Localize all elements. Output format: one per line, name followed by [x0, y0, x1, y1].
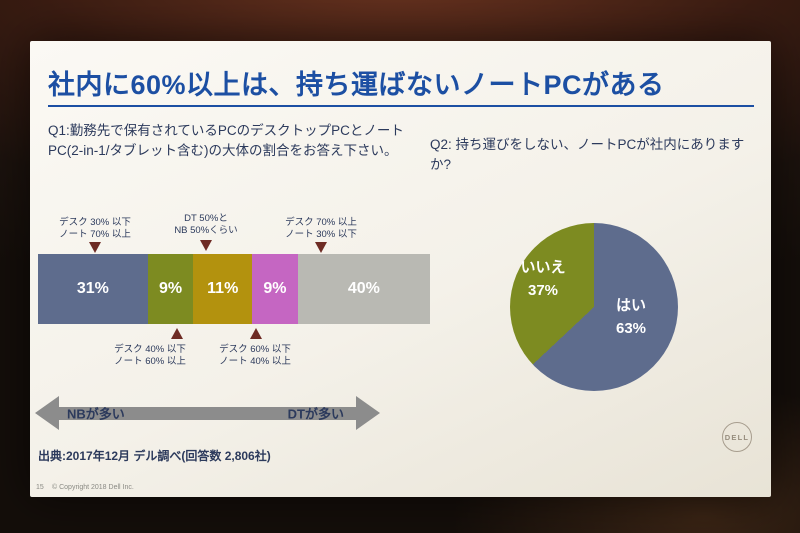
arrow-up-icon [250, 328, 262, 339]
pie-label-text: いいえ [520, 259, 566, 276]
arrow-down-icon [89, 242, 101, 253]
arrow-left-icon [35, 396, 59, 430]
copyright-text: © Copyright 2018 Dell Inc. [52, 484, 134, 491]
axis-shaft [59, 406, 356, 420]
pie-label-yes: はい 63% [592, 294, 670, 341]
annotation-line: ノート 70% 以上 [59, 229, 131, 241]
slide: 社内に60%以上は、持ち運ばないノートPCがある Q1:勤務先で保有されているP… [30, 41, 771, 497]
arrow-down-icon [200, 240, 212, 251]
annotation-line: DT 50%と [184, 213, 228, 224]
dell-logo-text: DELL [724, 432, 750, 442]
stacked-bar-chart: 31% 9% 11% 9% 40% [38, 254, 430, 324]
annotation-line: デスク 70% 以上 [285, 217, 357, 228]
arrow-down-icon [315, 242, 327, 253]
arrow-up-icon [171, 328, 183, 339]
annotation-line: ノート 30% 以下 [285, 229, 357, 241]
annotation-line: デスク 30% 以下 [59, 217, 131, 228]
bar-segment-desk60: 9% [252, 254, 298, 324]
bar-segment-desk30: 31% [38, 254, 148, 324]
pie-label-no: いいえ 37% [504, 256, 582, 303]
question-2: Q2: 持ち運びをしない、ノートPCが社内にありますか? [430, 137, 745, 172]
slide-title: 社内に60%以上は、持ち運ばないノートPCがある [48, 70, 665, 100]
bar-segment-dt50: 11% [193, 254, 253, 324]
title-underline [48, 105, 754, 107]
bar-segment-desk40: 9% [147, 254, 194, 324]
page-number: 15 [36, 484, 44, 491]
bar-annotation-top-left: デスク 30% 以下 ノート 70% 以上 [39, 217, 151, 242]
question-1: Q1:勤務先で保有されているPCのデスクトップPCとノートPC(2-in-1/タ… [48, 123, 404, 158]
arrow-right-icon [356, 396, 380, 430]
bar-segment-desk70: 40% [297, 254, 430, 324]
pie-label-value: 63% [615, 320, 647, 338]
pie-chart [510, 223, 678, 391]
bar-annotation-bottom-left: デスク 40% 以下 ノート 60% 以上 [94, 344, 206, 369]
annotation-line: ノート 40% 以上 [219, 356, 291, 368]
bar-annotation-top-middle: DT 50%と NB 50%くらい [150, 213, 262, 238]
annotation-line: ノート 60% 以上 [114, 356, 186, 368]
annotation-line: NB 50%くらい [174, 225, 238, 237]
annotation-line: デスク 40% 以下 [114, 344, 186, 355]
pie-label-text: はい [615, 297, 646, 314]
annotation-line: デスク 60% 以下 [219, 344, 291, 355]
axis-label-nb: NBが多い [67, 406, 125, 422]
pie-label-value: 37% [527, 282, 559, 300]
dell-logo: DELL [722, 422, 752, 452]
axis-label-dt: DTが多い [287, 406, 344, 422]
source-note: 出典:2017年12月 デル調べ(回答数 2,806社) [38, 449, 271, 463]
bar-annotation-top-right: デスク 70% 以上 ノート 30% 以下 [265, 217, 377, 242]
axis-arrow: NBが多い DTが多い [35, 396, 380, 430]
bar-annotation-bottom-right: デスク 60% 以下 ノート 40% 以上 [199, 344, 311, 369]
